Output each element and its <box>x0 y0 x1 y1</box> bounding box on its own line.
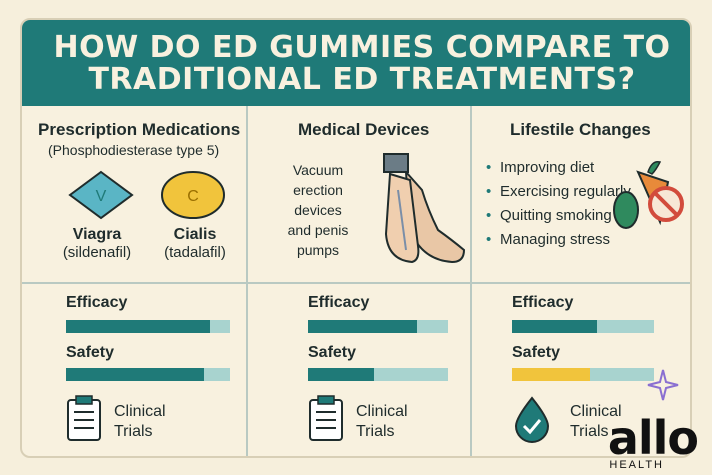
text-line: Vacuum <box>292 162 344 178</box>
efficacy-label: Efficacy <box>308 294 370 311</box>
list-item: Improving diet <box>486 158 636 177</box>
efficacy-bar <box>66 320 230 333</box>
efficacy-fill <box>308 320 418 333</box>
prescription-subtitle: (Phosphodiesterase type 5) <box>48 142 220 158</box>
trials-line: Clinical <box>570 403 622 420</box>
drug-name: Cialis <box>173 226 217 243</box>
device-description: Vacuum erection devices and penis pumps <box>278 160 358 260</box>
divider <box>470 106 472 456</box>
drug-name: Viagra <box>72 226 122 243</box>
trials-line: Trials <box>114 423 153 440</box>
title-line-1: HOW DO ED GUMMIES COMPARE TO <box>53 30 671 65</box>
safety-bar <box>512 368 654 381</box>
list-item: Quitting smoking <box>486 206 636 225</box>
healthy-food-icon <box>613 160 684 229</box>
safety-drop-icon <box>514 396 550 443</box>
text-line: pumps <box>296 242 340 258</box>
brand-subtitle: HEALTH <box>609 459 664 471</box>
efficacy-fill <box>66 320 211 333</box>
trials-line: Clinical <box>114 403 166 420</box>
trials-line: Trials <box>356 423 395 440</box>
list-item: Managing stress <box>486 230 636 249</box>
divider <box>246 106 248 456</box>
efficacy-bar <box>308 320 448 333</box>
clinical-trials-label: Clinical Trials <box>570 402 622 442</box>
clinical-trials-label: Clinical Trials <box>356 402 408 442</box>
safety-bar <box>66 368 230 381</box>
drug-generic: (sildenafil) <box>62 244 132 261</box>
clipboard-icon <box>67 395 101 441</box>
svg-text:C: C <box>187 188 199 205</box>
text-line: devices <box>294 202 342 218</box>
svg-text:V: V <box>96 188 107 205</box>
viagra-label: Viagra (sildenafil) <box>42 226 152 261</box>
efficacy-fill <box>512 320 598 333</box>
drug-generic: (tadalafil) <box>164 244 226 261</box>
safety-fill <box>512 368 591 381</box>
efficacy-label: Efficacy <box>66 294 128 311</box>
safety-fill <box>66 368 204 381</box>
trials-line: Clinical <box>356 403 408 420</box>
safety-label: Safety <box>512 344 561 361</box>
brand-logo: allo <box>607 411 699 465</box>
trials-line: Trials <box>570 423 609 440</box>
title-line-2: TRADITIONAL ED TREATMENTS? <box>88 62 636 97</box>
clinical-trials-label: Clinical Trials <box>114 402 166 442</box>
sparkle-icon <box>647 369 679 401</box>
page-title: HOW DO ED GUMMIES COMPARE TO TRADITIONAL… <box>52 32 672 96</box>
infographic-card: HOW DO ED GUMMIES COMPARE TO TRADITIONAL… <box>20 18 692 458</box>
cialis-label: Cialis (tadalafil) <box>140 226 250 261</box>
efficacy-bar <box>512 320 654 333</box>
efficacy-label: Efficacy <box>512 294 574 311</box>
text-line: erection <box>293 182 343 198</box>
clipboard-icon <box>309 395 343 441</box>
safety-fill <box>308 368 374 381</box>
column-title-prescription: Prescription Medications <box>38 120 241 139</box>
cialis-pill-icon: C <box>161 171 225 219</box>
header-banner: HOW DO ED GUMMIES COMPARE TO TRADITIONAL… <box>22 20 690 106</box>
viagra-pill-icon: V <box>68 170 134 220</box>
safety-bar <box>308 368 448 381</box>
divider <box>22 282 690 284</box>
safety-label: Safety <box>308 344 357 361</box>
column-title-lifestyle: Lifestile Changes <box>510 120 651 139</box>
vacuum-pump-icon <box>383 153 466 264</box>
lifestyle-list: Improving diet Exercising regularly Quit… <box>486 158 636 254</box>
safety-label: Safety <box>66 344 115 361</box>
text-line: and penis <box>287 222 349 238</box>
list-item: Exercising regularly <box>486 182 636 201</box>
column-title-devices: Medical Devices <box>298 120 430 139</box>
